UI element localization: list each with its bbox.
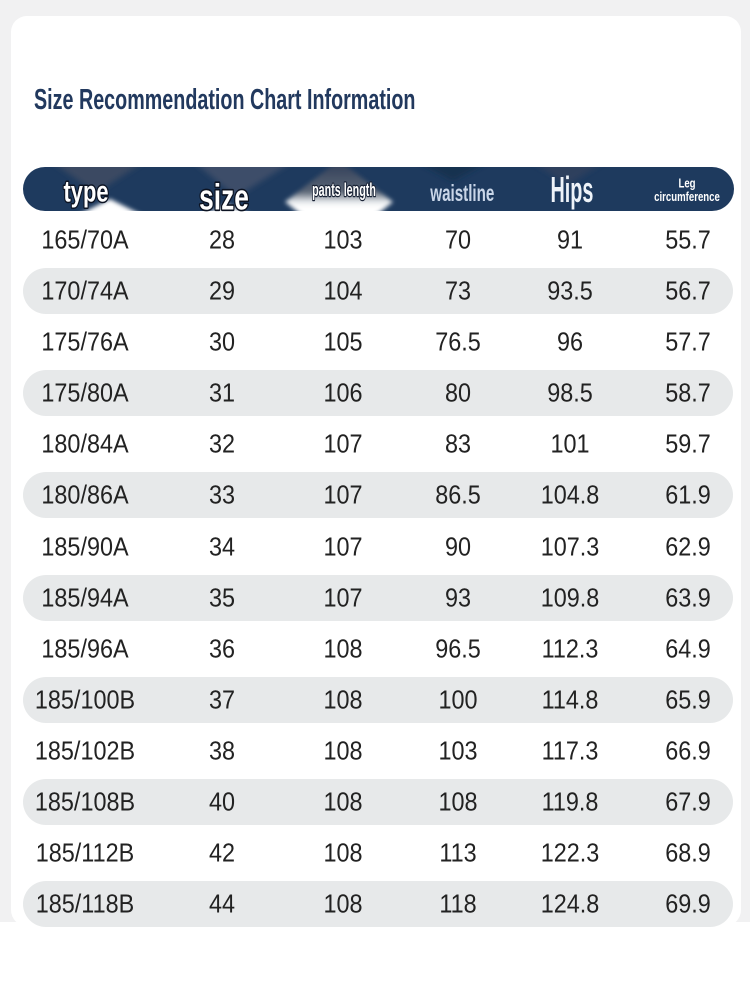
svg-text:type: type <box>63 174 108 208</box>
svg-text:size: size <box>199 176 249 217</box>
svg-text:Hips: Hips <box>550 171 593 211</box>
svg-text:waistline: waistline <box>429 181 494 207</box>
svg-text:Leg: Leg <box>678 177 695 191</box>
svg-text:circumference: circumference <box>654 191 720 205</box>
svg-text:pants length: pants length <box>312 180 376 201</box>
